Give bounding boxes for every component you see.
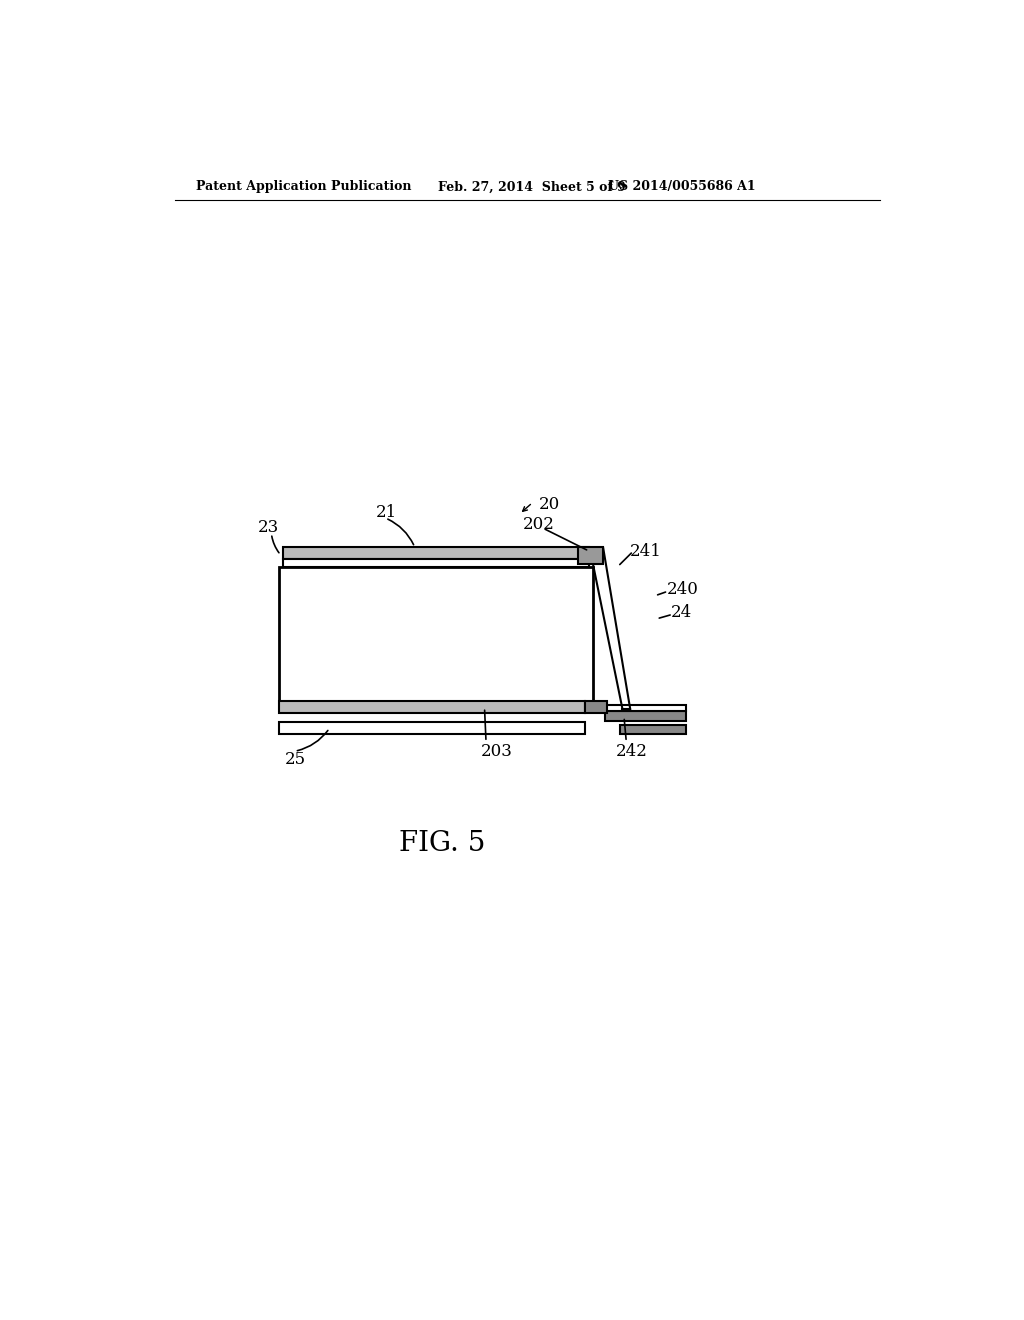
- Bar: [604, 711, 686, 721]
- Text: 240: 240: [667, 581, 698, 598]
- Text: 24: 24: [671, 605, 692, 622]
- Text: Feb. 27, 2014  Sheet 5 of 9: Feb. 27, 2014 Sheet 5 of 9: [438, 181, 626, 194]
- Text: FIG. 5: FIG. 5: [399, 830, 485, 857]
- Text: 241: 241: [630, 543, 663, 560]
- Text: 25: 25: [285, 751, 306, 767]
- Text: Patent Application Publication: Patent Application Publication: [197, 181, 412, 194]
- Bar: [586, 701, 607, 713]
- Bar: [578, 548, 603, 564]
- Text: 21: 21: [376, 504, 397, 521]
- Bar: [621, 725, 686, 734]
- Bar: [604, 705, 686, 711]
- Text: 23: 23: [258, 520, 280, 536]
- Text: 20: 20: [539, 496, 560, 513]
- Bar: [280, 566, 593, 701]
- Text: 203: 203: [480, 743, 512, 760]
- Text: 202: 202: [523, 516, 555, 533]
- Text: 242: 242: [616, 743, 648, 760]
- Bar: [280, 701, 586, 713]
- Bar: [283, 558, 589, 566]
- Text: US 2014/0055686 A1: US 2014/0055686 A1: [608, 181, 756, 194]
- Bar: [280, 722, 586, 734]
- Bar: [283, 548, 589, 558]
